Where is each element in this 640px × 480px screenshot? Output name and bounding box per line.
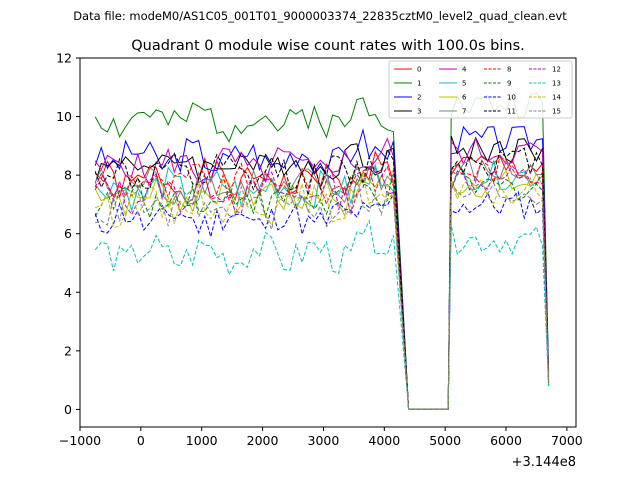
- y-tick-label: 0: [64, 402, 72, 417]
- series-line-10: [94, 190, 550, 410]
- y-tick-label: 10: [56, 109, 72, 124]
- legend-label: 8: [507, 66, 511, 74]
- x-offset-label: +3.144e8: [512, 455, 576, 470]
- axes-frame: [79, 57, 577, 428]
- legend-label: 1: [417, 80, 421, 88]
- legend-label: 12: [552, 66, 561, 74]
- y-tick-label: 12: [56, 51, 72, 66]
- series-line-8: [94, 156, 550, 410]
- series-line-4: [94, 137, 550, 410]
- x-tick-label: 5000: [429, 433, 461, 448]
- series-line-2: [94, 125, 550, 410]
- legend-label: 4: [462, 66, 467, 74]
- legend-label: 10: [507, 94, 516, 102]
- series-line-9: [94, 169, 550, 410]
- x-tick-label: −1000: [59, 433, 101, 448]
- series-line-14: [94, 172, 550, 410]
- x-tick-label: 7000: [551, 433, 583, 448]
- legend-label: 15: [552, 108, 561, 116]
- x-tick-label: 3000: [308, 433, 340, 448]
- x-tick-label: 2000: [247, 433, 279, 448]
- legend-label: 2: [417, 94, 421, 102]
- y-tick-label: 8: [64, 168, 72, 183]
- legend-label: 7: [462, 108, 466, 116]
- series-lines: [94, 92, 550, 410]
- legend-label: 5: [462, 80, 466, 88]
- x-tick-label: 0: [137, 433, 145, 448]
- legend-label: 6: [462, 94, 467, 102]
- y-tick-label: 4: [64, 285, 72, 300]
- series-line-12: [94, 164, 550, 410]
- axis-ticks: −1000 0 1000 2000 3000 4000 5000 6000 7000 0 2 4 6 8 1…: [56, 51, 583, 449]
- y-tick-label: 2: [64, 343, 72, 358]
- x-tick-label: 4000: [368, 433, 400, 448]
- legend-label: 11: [507, 108, 516, 116]
- chart-title: Quadrant 0 module wise count rates with …: [131, 38, 525, 54]
- x-tick-label: 1000: [186, 433, 218, 448]
- legend-label: 3: [417, 108, 421, 116]
- legend-label: 14: [552, 94, 561, 102]
- plot-area: [79, 57, 577, 428]
- legend-label: 9: [507, 80, 511, 88]
- legend-label: 0: [417, 66, 421, 74]
- suptitle: Data file: modeM0/AS1C05_001T01_90000033…: [73, 9, 567, 23]
- legend-label: 13: [552, 80, 561, 88]
- x-tick-label: 6000: [490, 433, 522, 448]
- y-tick-label: 6: [64, 226, 72, 241]
- series-line-15: [95, 178, 550, 410]
- legend-frame: [388, 60, 573, 119]
- series-line-6: [94, 169, 550, 410]
- series-line-11: [94, 147, 550, 410]
